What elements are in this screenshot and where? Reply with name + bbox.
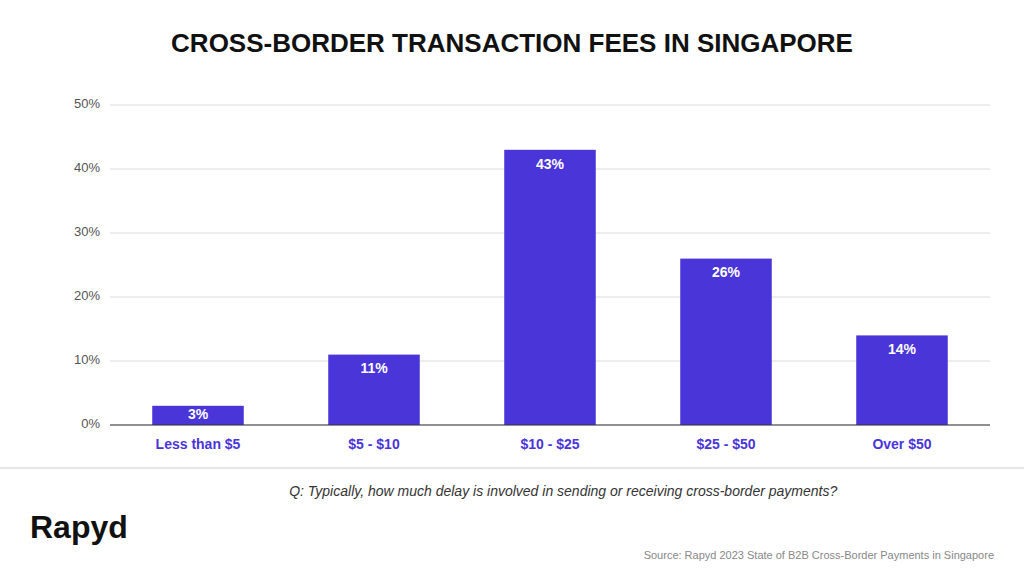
bar — [152, 406, 244, 425]
x-tick-label: Less than $5 — [156, 436, 241, 452]
logo-text: Rapyd — [30, 509, 128, 545]
y-tick-label: 30% — [74, 224, 100, 239]
x-tick-label: $25 - $50 — [696, 436, 755, 452]
grid-line — [110, 105, 990, 106]
y-tick-label: 20% — [74, 288, 100, 303]
y-tick-label: 50% — [74, 96, 100, 111]
data-label: 43% — [536, 156, 565, 172]
footnote: Q: Typically, how much delay is involved… — [289, 483, 837, 499]
bar — [856, 335, 948, 425]
title: CROSS-BORDER TRANSACTION FEES IN SINGAPO… — [171, 28, 853, 58]
grid-line — [110, 425, 990, 426]
bar — [504, 150, 596, 425]
bar — [328, 355, 420, 425]
x-tick-label: $5 - $10 — [348, 436, 400, 452]
y-tick-label: 0% — [81, 416, 100, 431]
divider — [0, 468, 1024, 469]
x-axis-line — [110, 425, 990, 426]
grid — [110, 105, 990, 425]
bar — [680, 259, 772, 425]
data-label: 26% — [712, 264, 741, 280]
bars — [152, 150, 948, 425]
chart-svg: CROSS-BORDER TRANSACTION FEES IN SINGAPO… — [0, 0, 1024, 576]
x-tick-label: $10 - $25 — [520, 436, 579, 452]
source: Source: Rapyd 2023 State of B2B Cross-Bo… — [644, 549, 994, 561]
y-tick-label: 10% — [74, 352, 100, 367]
x-tick-label: Over $50 — [872, 436, 931, 452]
y-tick-label: 40% — [74, 160, 100, 175]
data-label: 3% — [188, 406, 209, 422]
chart-container: CROSS-BORDER TRANSACTION FEES IN SINGAPO… — [0, 0, 1024, 576]
data-label: 14% — [888, 341, 917, 357]
data-label: 11% — [360, 360, 388, 376]
